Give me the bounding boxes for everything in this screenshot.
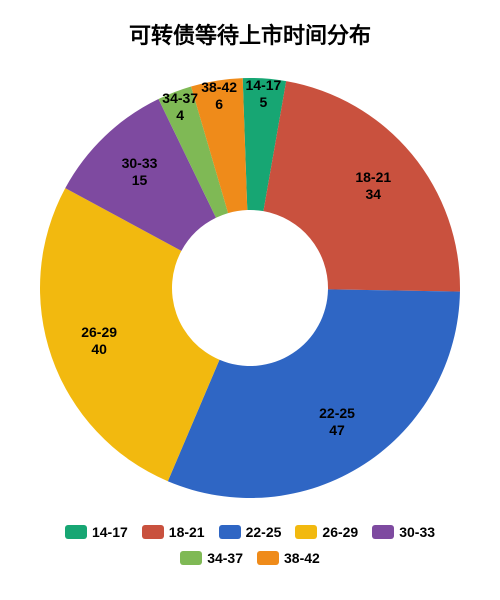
legend-label: 22-25 xyxy=(246,524,282,540)
slice-18-21 xyxy=(263,81,460,291)
legend-item-30-33: 30-33 xyxy=(372,524,435,540)
legend-swatch-icon xyxy=(180,551,202,565)
legend-label: 30-33 xyxy=(399,524,435,540)
legend-item-26-29: 26-29 xyxy=(295,524,358,540)
donut-chart: 可转债等待上市时间分布 14-17518-213422-254726-29403… xyxy=(0,0,500,600)
legend-swatch-icon xyxy=(372,525,394,539)
legend-label: 38-42 xyxy=(284,550,320,566)
legend-item-18-21: 18-21 xyxy=(142,524,205,540)
legend-label: 18-21 xyxy=(169,524,205,540)
legend-item-34-37: 34-37 xyxy=(180,550,243,566)
legend-item-38-42: 38-42 xyxy=(257,550,320,566)
donut-area: 14-17518-213422-254726-294030-331534-374… xyxy=(20,58,480,518)
legend-label: 34-37 xyxy=(207,550,243,566)
legend: 14-17 18-21 22-25 26-29 30-33 34-37 38-42 xyxy=(40,524,460,566)
legend-item-14-17: 14-17 xyxy=(65,524,128,540)
legend-swatch-icon xyxy=(257,551,279,565)
legend-label: 26-29 xyxy=(322,524,358,540)
donut-svg xyxy=(20,58,480,518)
chart-title: 可转债等待上市时间分布 xyxy=(129,18,371,50)
legend-swatch-icon xyxy=(295,525,317,539)
legend-item-22-25: 22-25 xyxy=(219,524,282,540)
legend-swatch-icon xyxy=(219,525,241,539)
legend-swatch-icon xyxy=(142,525,164,539)
slice-22-25 xyxy=(168,289,460,498)
legend-swatch-icon xyxy=(65,525,87,539)
legend-label: 14-17 xyxy=(92,524,128,540)
